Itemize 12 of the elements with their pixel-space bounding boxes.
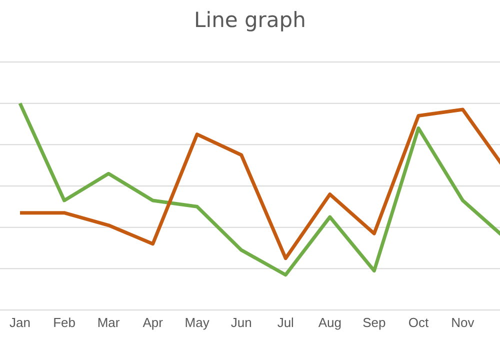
x-tick-label: Nov — [451, 315, 475, 330]
x-tick-label: Jul — [277, 315, 294, 330]
x-tick-label: Aug — [318, 315, 342, 330]
x-tick-label: Apr — [142, 315, 164, 330]
x-tick-label: Jun — [230, 315, 252, 330]
x-tick-label: Oct — [408, 315, 429, 330]
x-tick-label: Mar — [97, 315, 120, 330]
x-tick-label: Feb — [53, 315, 76, 330]
x-tick-label: Sep — [362, 315, 386, 330]
x-tick-label: Jan — [10, 315, 30, 330]
x-tick-label: May — [184, 315, 210, 330]
chart-title: Line graph — [193, 8, 307, 32]
